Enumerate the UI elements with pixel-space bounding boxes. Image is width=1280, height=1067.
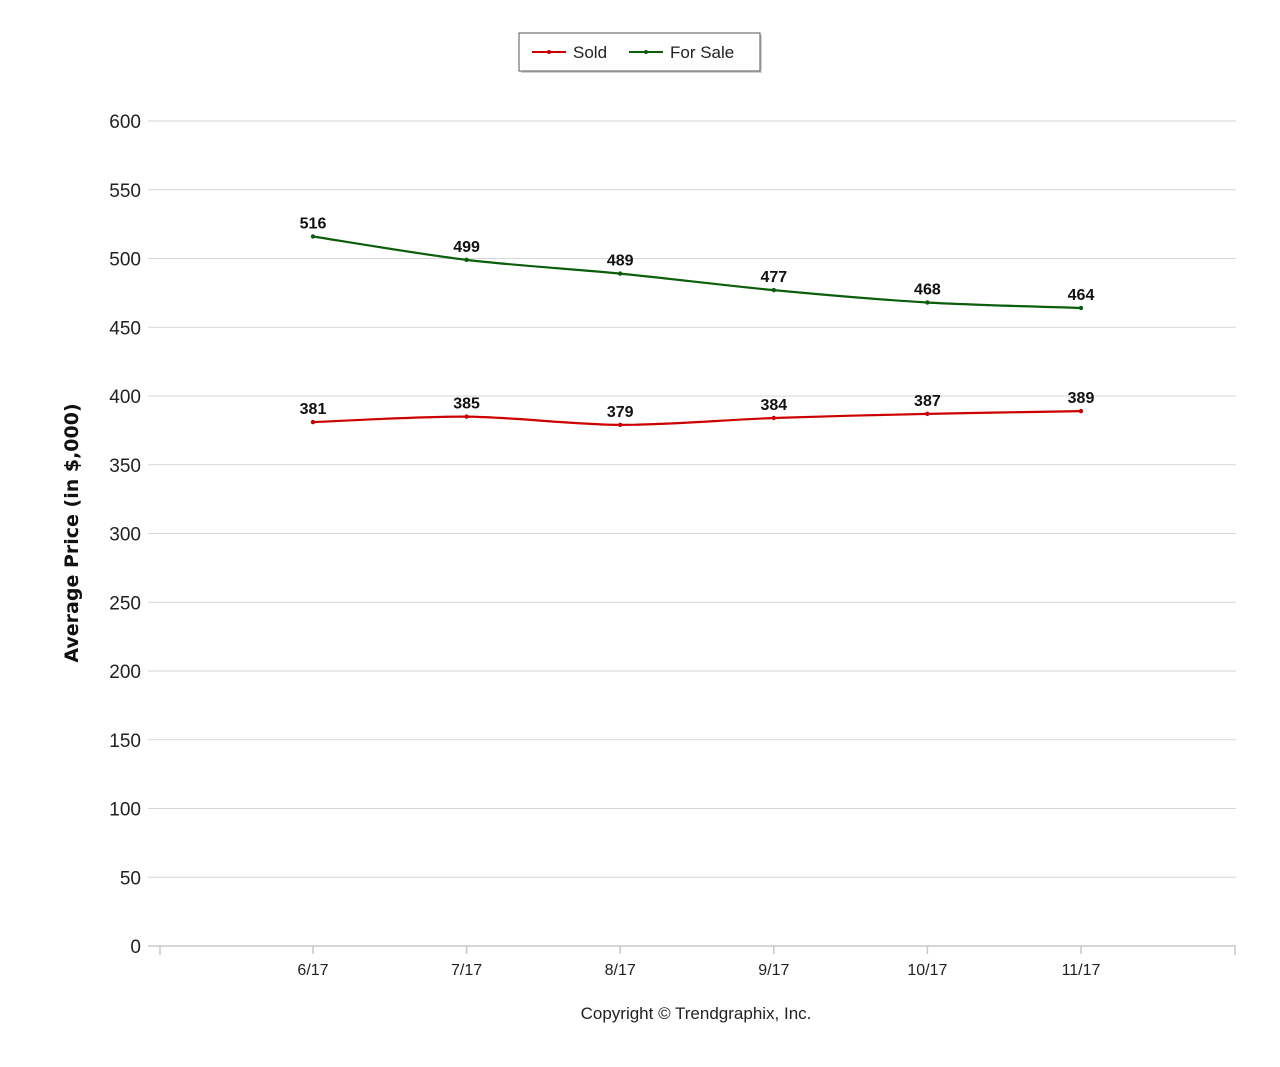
y-tick-label: 350 [109,456,141,477]
y-tick-label: 300 [109,525,141,546]
legend-label: Sold [573,43,607,62]
data-label-for-sale: 499 [453,239,480,256]
data-point-sold[interactable] [310,419,316,425]
x-tick-label: 11/17 [1062,962,1101,979]
legend-swatch-marker [644,50,648,54]
y-tick-label: 550 [109,181,141,202]
data-label-for-sale: 477 [760,269,787,286]
y-tick-label: 250 [109,593,141,614]
data-label-for-sale: 464 [1068,287,1095,304]
y-tick-label: 500 [109,250,141,271]
legend[interactable]: Sold For Sale [518,32,762,73]
y-tick-label: 50 [120,868,141,889]
data-point-sold[interactable] [1078,408,1084,414]
data-point-for-sale[interactable] [464,257,469,263]
data-point-for-sale[interactable] [771,287,776,293]
series-lines [310,234,1084,428]
y-tick-label: 150 [109,731,141,752]
axes: 0 50 100 150 200 250 300 350 400 450 500 550 600 6/17… [109,112,1236,979]
data-label-sold: 385 [453,396,480,413]
data-label-for-sale: 468 [914,282,941,299]
data-point-sold[interactable] [771,415,776,421]
x-tick-label: 8/17 [605,962,636,979]
series-line-for-sale [312,235,1082,310]
y-tick-label: 100 [109,800,141,821]
legend-item-for-sale[interactable]: For Sale [629,43,734,62]
data-label-sold: 384 [760,397,787,414]
x-tick-label: 9/17 [758,962,789,979]
legend-label: For Sale [670,43,734,62]
copyright-footer: Copyright © Trendgraphix, Inc. [581,1004,812,1023]
legend-swatch-marker [547,50,551,54]
y-axis-title: Average Price (in $,000) [61,403,83,662]
data-label-for-sale: 516 [300,216,327,233]
y-tick-label: 200 [109,662,141,683]
data-labels: 381 385 379 384 387 389 516 499 489 477 468 464 [300,216,1095,421]
y-tick-label: 600 [109,112,141,133]
data-point-sold[interactable] [925,411,930,417]
y-tick-label: 0 [130,937,141,958]
y-tick-label: 400 [109,387,141,408]
y-tick-label: 450 [109,318,141,339]
data-label-sold: 389 [1068,390,1095,407]
data-point-for-sale[interactable] [925,300,930,305]
data-point-for-sale[interactable] [618,271,623,276]
data-point-for-sale[interactable] [310,234,316,239]
data-label-sold: 379 [607,404,634,421]
legend-item-sold[interactable]: Sold [532,43,607,62]
data-label-sold: 381 [300,401,327,418]
grid-lines [148,120,1236,878]
x-tick-label: 7/17 [451,962,482,979]
data-point-for-sale[interactable] [1078,305,1084,311]
data-point-sold[interactable] [618,422,623,428]
x-tick-label: 10/17 [907,962,947,979]
x-tick-label: 6/17 [297,962,328,979]
data-point-sold[interactable] [464,414,469,419]
data-label-for-sale: 489 [607,253,634,270]
series-line-sold [312,410,1082,426]
data-label-sold: 387 [914,393,941,410]
